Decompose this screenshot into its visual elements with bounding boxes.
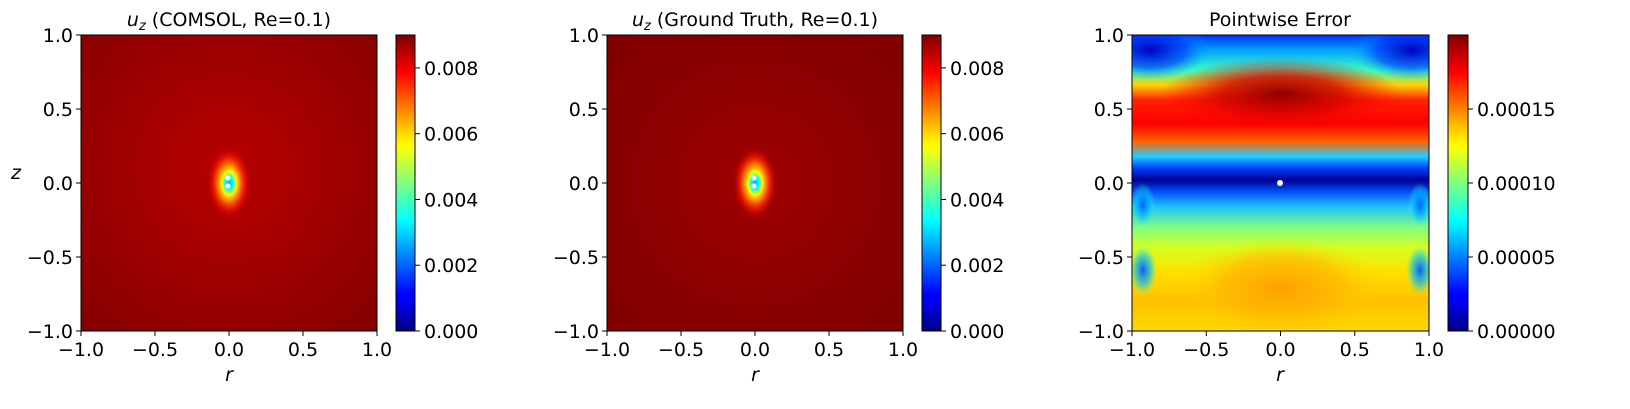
colorbar-tick-label: 0.00015 (1477, 99, 1556, 121)
y-tick-label: 1.0 (43, 25, 73, 47)
heatmap-image-ground-truth (607, 35, 903, 331)
x-tick-label: 0.5 (1340, 339, 1370, 361)
y-tick-label: 0.5 (1094, 99, 1124, 121)
x-tick-label: 0.0 (214, 339, 244, 361)
x-axis-label-ground-truth: r (751, 364, 760, 386)
colorbar-tick-label: 0.00010 (1477, 173, 1556, 195)
y-tick-label: 0.0 (569, 173, 599, 195)
colorbar-tick-label: 0.000 (424, 321, 478, 343)
y-tick-label: 1.0 (1094, 25, 1124, 47)
colorbar-tick-label: 0.000 (950, 321, 1004, 343)
y-tick-label: 0.5 (43, 99, 73, 121)
colorbar-tick-label: 0.004 (950, 189, 1004, 211)
x-axis-label-comsol: r (225, 364, 234, 386)
colorbar-tick-label: 0.006 (424, 124, 478, 146)
x-tick-label: 1.0 (362, 339, 392, 361)
heatmap-image-comsol (81, 35, 377, 331)
colorbar-error (1447, 34, 1469, 332)
y-tick-label: −0.5 (1078, 247, 1124, 269)
x-tick-label: 0.5 (814, 339, 844, 361)
chart-title-comsol: uz (COMSOL, Re=0.1) (127, 9, 331, 34)
x-tick-label: 1.0 (888, 339, 918, 361)
colorbar-tick-label: 0.00000 (1477, 321, 1556, 343)
colorbar-comsol (395, 34, 416, 332)
y-tick-label: 1.0 (569, 25, 599, 47)
colorbar-tick-label: 0.004 (424, 189, 478, 211)
colorbar-tick-label: 0.008 (424, 58, 478, 80)
y-tick-label: 0.0 (43, 173, 73, 195)
y-tick-label: 0.0 (1094, 173, 1124, 195)
x-tick-label: 0.0 (1265, 339, 1295, 361)
x-tick-label: −0.5 (1183, 339, 1229, 361)
x-tick-label: −1.0 (584, 339, 630, 361)
y-tick-label: −1.0 (553, 321, 599, 343)
x-tick-label: 1.0 (1414, 339, 1444, 361)
colorbar-tick-label: 0.00005 (1477, 247, 1556, 269)
chart-title-ground-truth: uz (Ground Truth, Re=0.1) (632, 9, 878, 34)
y-tick-label: −1.0 (1078, 321, 1124, 343)
y-tick-label: 0.5 (569, 99, 599, 121)
y-axis-label-comsol: z (10, 162, 22, 184)
y-tick-label: −0.5 (553, 247, 599, 269)
x-axis-label-error: r (1276, 364, 1285, 386)
colorbar-ground-truth (921, 34, 942, 332)
x-tick-label: −1.0 (1109, 339, 1155, 361)
y-tick-label: −1.0 (27, 321, 73, 343)
colorbar-tick-label: 0.002 (950, 255, 1004, 277)
x-tick-label: 0.0 (740, 339, 770, 361)
y-tick-label: −0.5 (27, 247, 73, 269)
colorbar-tick-label: 0.006 (950, 124, 1004, 146)
chart-title-error: Pointwise Error (1209, 9, 1351, 31)
x-tick-label: 0.5 (288, 339, 318, 361)
tick-layer: −1.0 −0.5 0.0 0.5 1.0−1.0−0.50.00.51.00.0000… (27, 25, 1556, 361)
heatmap-image-error (1132, 35, 1429, 331)
x-tick-label: −0.5 (132, 339, 178, 361)
x-tick-label: −1.0 (58, 339, 104, 361)
colorbar-tick-label: 0.002 (424, 255, 478, 277)
colorbar-tick-label: 0.008 (950, 58, 1004, 80)
x-tick-label: −0.5 (658, 339, 704, 361)
